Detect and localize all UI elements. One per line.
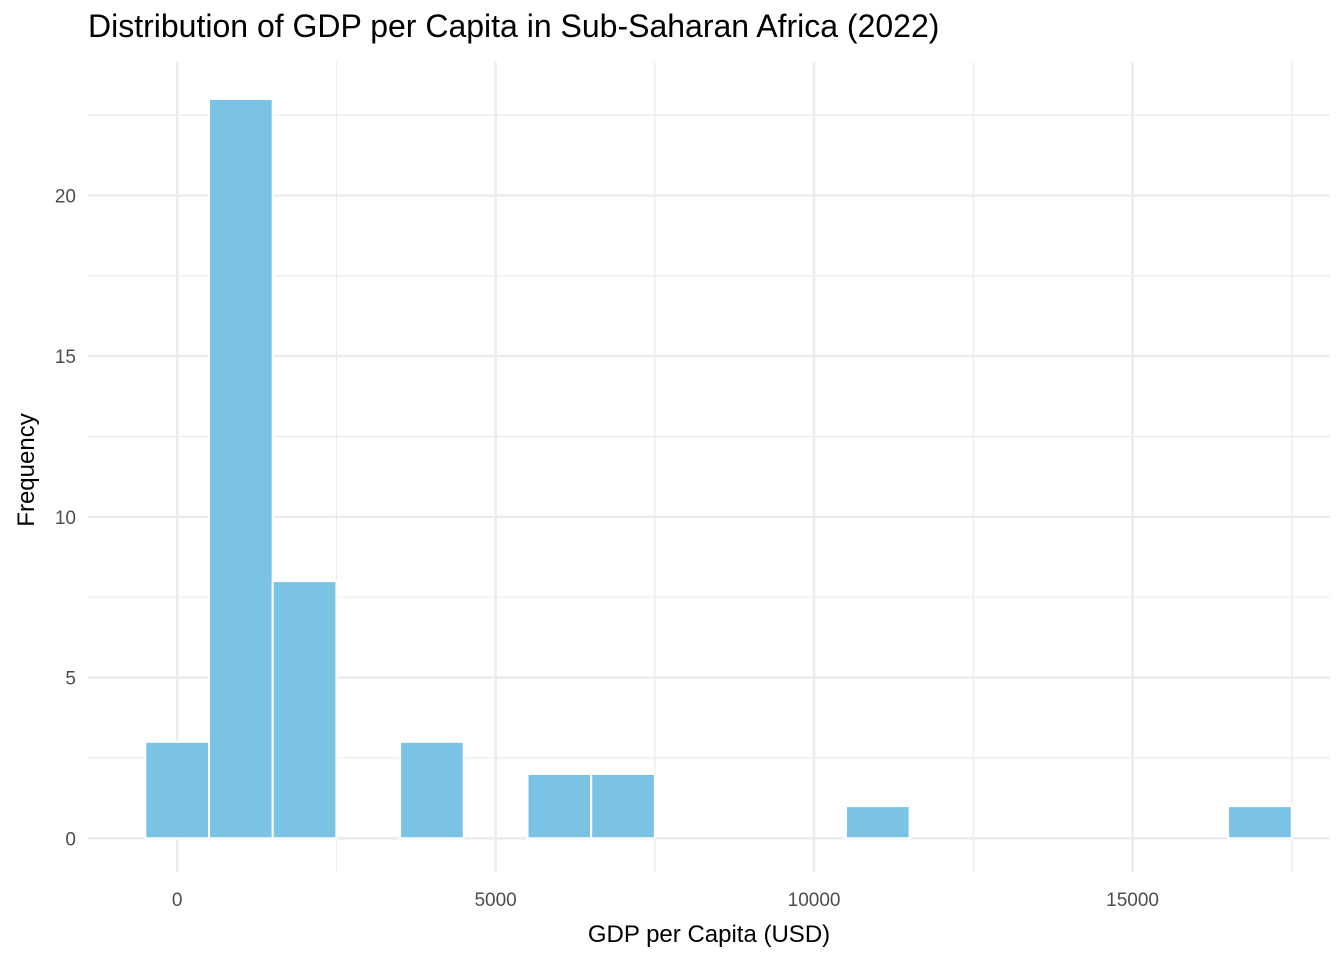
grid-layer <box>88 62 1330 872</box>
bars-layer <box>144 97 1293 840</box>
x-tick-label: 5000 <box>474 890 516 911</box>
histogram-bar <box>590 772 656 840</box>
histogram-bar <box>399 740 465 840</box>
chart-title: Distribution of GDP per Capita in Sub-Sa… <box>88 8 940 44</box>
y-tick-label: 5 <box>65 669 76 690</box>
x-axis-title: GDP per Capita (USD) <box>588 921 830 948</box>
y-tick-label: 0 <box>65 829 76 850</box>
histogram-bar <box>144 740 211 840</box>
y-tick-label: 20 <box>55 186 76 207</box>
x-tick-label: 0 <box>172 890 183 911</box>
y-tick-label: 10 <box>55 508 76 529</box>
y-axis-title: Frequency <box>13 413 40 526</box>
histogram-bar <box>526 772 593 840</box>
x-tick-label: 10000 <box>788 890 841 911</box>
x-tick-label: 15000 <box>1106 890 1159 911</box>
x-axis-ticks: 0 5000 10000 15000 <box>172 890 1159 911</box>
histogram-bar <box>271 580 338 840</box>
y-tick-label: 15 <box>55 347 76 368</box>
histogram-bar <box>208 97 274 840</box>
y-axis-ticks: 0 5 10 15 20 <box>55 186 76 850</box>
histogram-bar <box>844 805 911 840</box>
histogram-bar <box>1227 805 1293 840</box>
